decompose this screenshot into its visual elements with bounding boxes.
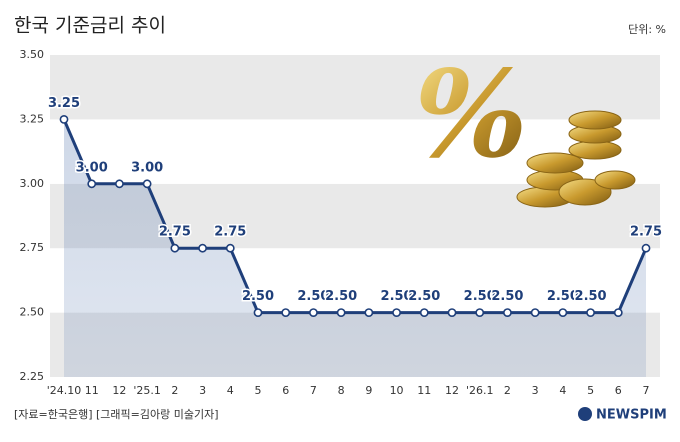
marker (530, 308, 540, 317)
data-label: 2.50 (491, 289, 523, 304)
x-tick-label: 3 (532, 384, 539, 397)
data-label: 2.75 (159, 225, 191, 240)
source-note: [자료=한국은행] [그래픽=김아랑 미술기자] (14, 408, 219, 421)
x-tick-label: 9 (365, 384, 372, 397)
data-label: 2.50 (242, 289, 274, 304)
x-tick-label: 2 (504, 384, 511, 397)
data-label: 3.25 (48, 96, 80, 111)
marker (613, 308, 623, 317)
marker (419, 308, 429, 317)
x-tick-label: 4 (559, 384, 566, 397)
marker (87, 179, 97, 189)
x-tick-label: 7 (643, 384, 650, 397)
x-tick-label: 8 (338, 384, 345, 397)
marker (198, 243, 207, 253)
x-tick-label: 11 (417, 384, 431, 397)
marker (115, 179, 124, 189)
x-tick-label: 7 (310, 384, 317, 397)
coin (594, 170, 636, 190)
marker (59, 115, 69, 124)
decoration: % (399, 44, 636, 208)
x-tick-label: '26.1 (466, 384, 494, 397)
y-tick-label: 3.25 (20, 112, 45, 125)
coin (568, 140, 622, 160)
marker (253, 308, 263, 317)
x-tick-label: 2 (171, 384, 178, 397)
x-tick-label: '25.1 (133, 384, 161, 397)
x-tick-label: '24.10 (47, 384, 82, 397)
data-label: 2.50 (408, 289, 440, 304)
x-tick-label: 12 (112, 384, 126, 397)
coin (558, 178, 612, 206)
marker (170, 243, 180, 253)
x-tick-label: 4 (227, 384, 234, 397)
coin (568, 110, 622, 130)
marker (225, 243, 235, 253)
unit-label: 단위: % (628, 23, 666, 36)
plot: 2.252.502.753.003.253.50'24.10 11 12'25.1 2… (20, 48, 664, 397)
y-tick-label: 2.75 (20, 241, 45, 254)
x-tick-label: 6 (615, 384, 622, 397)
marker (281, 308, 291, 317)
x-tick-label: 3 (199, 384, 206, 397)
y-tick-label: 3.50 (20, 48, 45, 61)
logo: NEWSPIM (596, 408, 667, 423)
x-tick-label: 12 (445, 384, 459, 397)
data-label: 3.00 (131, 160, 163, 175)
marker (503, 308, 512, 317)
marker (586, 308, 595, 317)
data-label: 2.50 (381, 289, 413, 304)
y-tick-label: 2.25 (20, 370, 45, 383)
grid-band (50, 55, 660, 120)
logo-icon (578, 407, 592, 421)
data-label: 2.50 (547, 289, 579, 304)
marker (475, 308, 485, 317)
marker (364, 308, 374, 317)
chart-title: 한국 기준금리 추이 (14, 15, 166, 37)
data-label: 2.75 (214, 225, 246, 240)
marker (336, 308, 346, 317)
data-label: 3.00 (76, 160, 108, 175)
data-label: 2.50 (575, 289, 607, 304)
data-label: 2.50 (325, 289, 357, 304)
marker (641, 243, 651, 253)
coin (526, 152, 584, 174)
marker (447, 308, 457, 317)
marker (142, 179, 152, 189)
line (62, 118, 648, 315)
x-tick-label: 11 (85, 384, 99, 397)
y-tick-label: 3.00 (20, 177, 45, 190)
data-label: 2.75 (630, 225, 662, 240)
x-tick-label: 5 (255, 384, 262, 397)
y-tick-label: 2.50 (20, 306, 45, 319)
marker (558, 308, 568, 317)
x-tick-label: 6 (282, 384, 289, 397)
data-label: 2.50 (297, 289, 329, 304)
x-tick-label: 10 (390, 384, 404, 397)
marker (392, 308, 401, 317)
background-bands (50, 55, 660, 377)
marker (309, 308, 318, 317)
data-label: 2.50 (464, 289, 496, 304)
x-tick-label: 5 (587, 384, 594, 397)
